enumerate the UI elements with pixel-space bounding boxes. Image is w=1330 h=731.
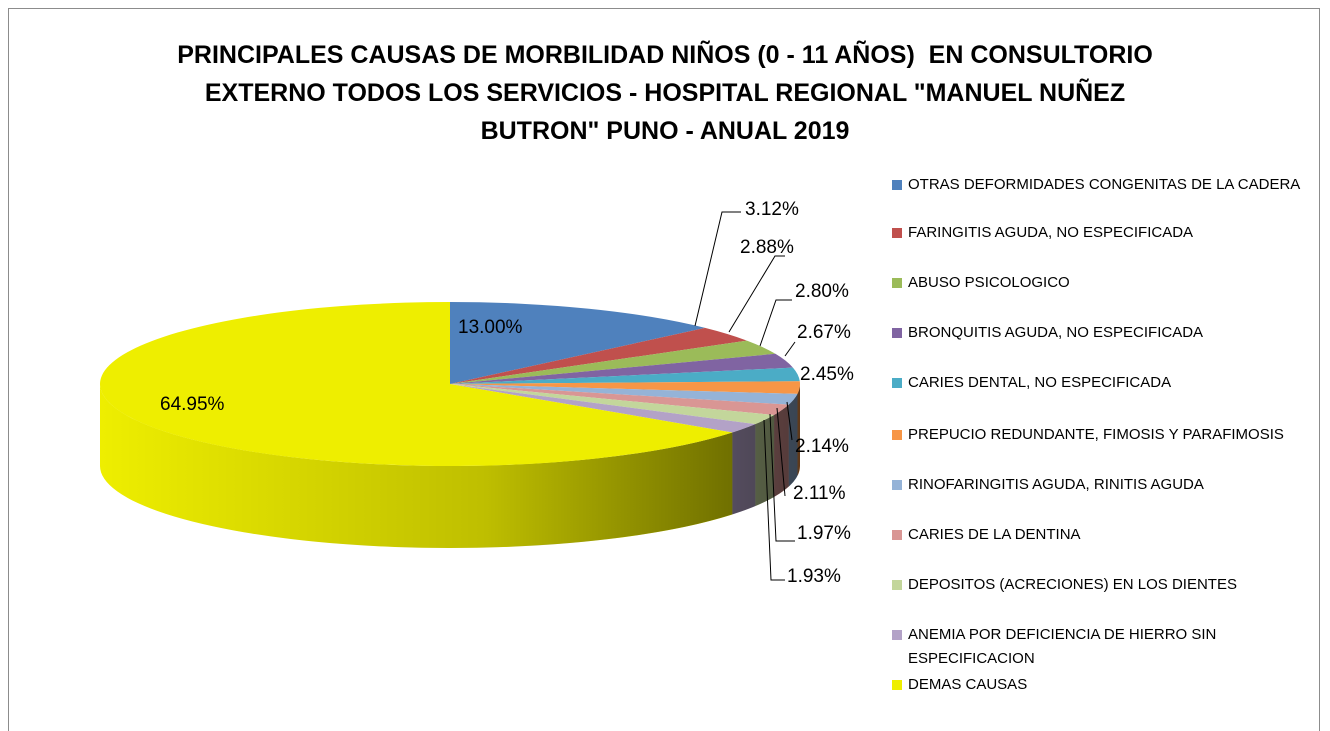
slice: [450, 340, 776, 384]
data-label: 13.00%: [458, 317, 523, 338]
legend-swatch: [892, 328, 902, 338]
data-label: 1.97%: [797, 523, 851, 544]
slice: [450, 302, 706, 384]
legend-swatch: [892, 630, 902, 640]
leader-line: [694, 211, 741, 327]
legend-label: ABUSO PSICOLOGICO: [908, 274, 1070, 291]
title-line: EXTERNO TODOS LOS SERVICIOS - HOSPITAL R…: [204, 79, 1126, 107]
legend-label: DEPOSITOS (ACRECIONES) EN LOS DIENTES: [908, 576, 1237, 593]
data-label: 2.14%: [795, 436, 849, 457]
legend-swatch: [892, 228, 902, 238]
slice: [450, 327, 747, 384]
slice: [450, 384, 789, 415]
leader-line: [759, 299, 792, 347]
leader-line: [763, 419, 785, 581]
legend-label: DEMAS CAUSAS: [908, 676, 1028, 693]
title-line: PRINCIPALES CAUSAS DE MORBILIDAD NIÑOS (…: [177, 41, 1153, 69]
leader-line: [784, 341, 796, 357]
leader-line: [786, 401, 793, 441]
slice: [450, 353, 793, 384]
legend-swatch: [892, 530, 902, 540]
leader-line: [769, 413, 795, 542]
legend-swatch: [892, 680, 902, 690]
data-label: 2.45%: [800, 364, 854, 385]
legend-label: CARIES DENTAL, NO ESPECIFICADA: [908, 374, 1172, 391]
data-label: 1.93%: [787, 566, 841, 587]
legend-label: CARIES DE LA DENTINA: [908, 526, 1081, 543]
slice: [450, 367, 800, 384]
data-label: 64.95%: [160, 394, 225, 415]
legend-swatch: [892, 278, 902, 288]
slice: [450, 381, 801, 394]
legend-swatch: [892, 480, 902, 490]
leader-line: [776, 407, 786, 497]
legend-label: FARINGITIS AGUDA, NO ESPECIFICADA: [908, 224, 1194, 241]
data-label: 2.88%: [740, 237, 794, 258]
legend-swatch: [892, 580, 902, 590]
legend-label: BRONQUITIS AGUDA, NO ESPECIFICADA: [908, 324, 1204, 341]
legend-swatch: [892, 430, 902, 440]
legend-label: PREPUCIO REDUNDANTE, FIMOSIS Y PARAFIMOS…: [908, 426, 1284, 443]
data-label: 2.67%: [797, 322, 851, 343]
slice: [450, 384, 798, 405]
legend-swatch: [892, 378, 902, 388]
chart-title: PRINCIPALES CAUSAS DE MORBILIDAD NIÑOS (…: [0, 36, 1330, 150]
slice: [99, 302, 733, 466]
legend-label: RINOFARINGITIS AGUDA, RINITIS AGUDA: [908, 476, 1204, 493]
legend-swatch: [892, 180, 902, 190]
slice: [450, 384, 775, 425]
slice: [450, 384, 756, 433]
data-label: 3.12%: [745, 199, 799, 220]
leader-line: [728, 255, 785, 333]
data-label: 2.80%: [795, 281, 849, 302]
legend-label: OTRAS DEFORMIDADES CONGENITAS DE LA CADE…: [908, 176, 1301, 193]
data-label: 2.11%: [793, 483, 846, 504]
chart-frame: [8, 8, 1320, 731]
legend-label: ANEMIA POR DEFICIENCIA DE HIERRO SIN ESP…: [908, 626, 1217, 667]
title-line: BUTRON" PUNO - ANUAL 2019: [480, 117, 850, 145]
